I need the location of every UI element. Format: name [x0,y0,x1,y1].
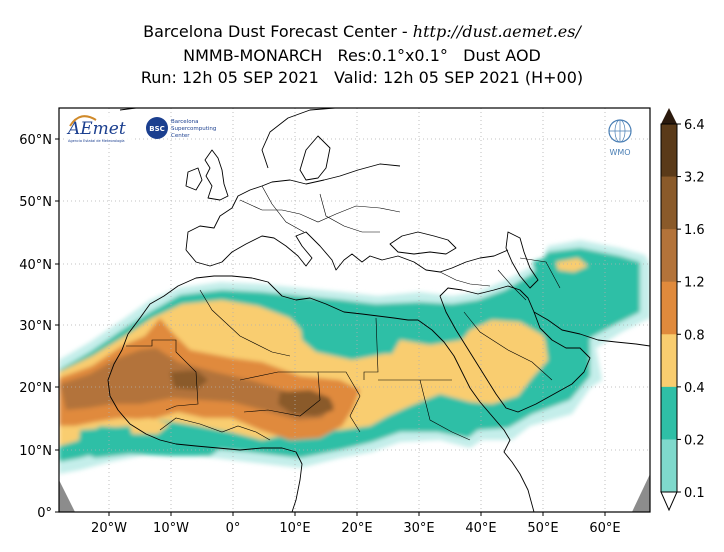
bsc-logo: BSC Barcelona Supercomputing Center [146,117,216,139]
lon-label-0: 0° [226,521,241,536]
coast-scandinavia [261,108,336,181]
colorbar-label-1.6: 1.6 [684,223,705,238]
coast-north-africa [127,275,418,335]
aemet-swoosh-icon [69,115,97,127]
aod-band-1.6-b [170,370,208,390]
border-iraq-iran [497,257,561,301]
coast-black-sea [389,231,457,255]
graticule [59,108,650,512]
lon-label-30e: 30°E [403,521,434,536]
title-url[interactable]: http://dust.aemet.es/ [412,22,581,41]
lon-label-20w: 20°W [91,521,127,536]
lon-label-20e: 20°E [341,521,372,536]
colorbar-segment-1.2-1.6 [661,229,677,283]
aod-eastmed-teal [300,314,392,360]
border-europe-1 [239,199,401,223]
nodata-corner-left [59,480,75,512]
colorbar-label-0.4: 0.4 [684,381,705,396]
colorbar-label-0.2: 0.2 [684,433,705,448]
border-libya-egypt [363,317,379,380]
colorbar-label-0.8: 0.8 [684,328,705,343]
aod-caspian-yellow [556,258,588,272]
lat-label-40n: 40°N [19,258,52,273]
aod-arabia-core [470,320,546,384]
border-west-africa-states [159,417,271,441]
border-sudan-ethiopia [378,379,471,441]
title-line-1: Barcelona Dust Forecast Center - http://… [0,22,724,41]
lat-label-60n: 60°N [19,133,52,148]
coast-caspian [505,231,539,289]
lon-label-40e: 40°E [465,521,496,536]
border-mauritania [126,339,199,411]
lon-label-60e: 60°E [589,521,620,536]
aod-yellow-sahel-west [128,418,170,434]
map-frame [58,107,651,513]
lat-label-50n: 50°N [19,195,52,210]
lat-label-30n: 30°N [19,319,52,334]
wmo-logo-text: WMO [609,148,630,157]
border-europe-2 [261,185,380,233]
tick-marks [55,138,606,516]
nodata-corner-right [632,474,650,512]
coast-iran [533,311,650,347]
colorbar-extend-top [661,108,677,124]
colorbar-segment-0.2-0.4 [661,386,677,440]
title-line-3: Run: 12h 05 SEP 2021 Valid: 12h 05 SEP 2… [140,68,584,87]
coastlines [107,108,650,512]
bsc-text-3: Center [171,133,190,139]
lat-label-20n: 20°N [19,381,52,396]
coast-ireland [185,167,203,191]
border-turkey-syria [439,271,491,287]
bsc-badge-icon [146,117,168,139]
coast-red-sea-west [417,319,535,512]
colorbar-segment-0.4-0.8 [661,334,677,388]
lat-label-0: 0° [37,506,52,521]
colorbar-segment-0.8-1.2 [661,281,677,335]
lon-label-10e: 10°E [279,521,310,536]
colorbar-segment-3.2-6.4 [661,124,677,178]
colorbar-segment-0.1-0.2 [661,439,677,493]
colorbar-label-1.2: 1.2 [684,276,705,291]
colorbar-label-6.4: 6.4 [684,118,705,133]
colorbar: 6.4 3.2 1.6 1.2 0.8 0.4 0.2 0.1 [660,108,705,512]
aemet-logo-text: AEmet [66,119,126,139]
borders [126,185,561,441]
coast-great-britain [204,149,229,201]
bsc-badge-text: BSC [149,125,165,133]
bsc-text-1: Barcelona [171,119,198,125]
lon-label-50e: 50°E [527,521,558,536]
bsc-text-2: Supercomputing [171,126,216,132]
border-chad-sudan [318,371,361,433]
aemet-logo-subtitle: Agencia Estatal de Meteorología [68,139,125,143]
colorbar-segment-1.6-3.2 [661,176,677,230]
dust-field [59,240,650,512]
coast-arabia [439,285,591,413]
colorbar-extend-bottom [660,491,678,512]
title-prefix: Barcelona Dust Forecast Center - [143,22,413,41]
border-niger [239,371,321,417]
lat-label-10n: 10°N [19,444,52,459]
wmo-logo: WMO [608,119,632,157]
lon-label-10w: 10°W [153,521,189,536]
coast-west-africa [107,333,303,512]
colorbar-label-0.1: 0.1 [684,486,705,501]
title-line-2: NMMB-MONARCH Res:0.1°x0.1° Dust AOD [183,46,541,65]
aemet-logo: AEmet Agencia Estatal de Meteorología [66,115,134,143]
colorbar-label-3.2: 3.2 [684,171,705,186]
border-algeria-mali [199,289,291,357]
colorbar-frame [660,123,678,493]
border-saudi [463,311,553,381]
